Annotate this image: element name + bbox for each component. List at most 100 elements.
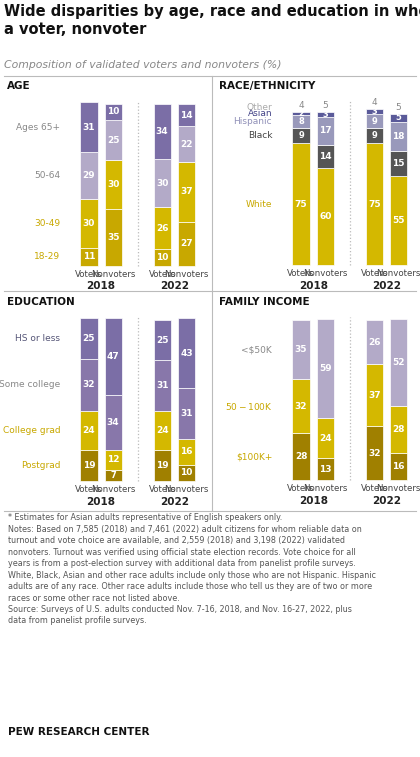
Text: 13: 13 bbox=[319, 465, 331, 474]
Bar bbox=[154, 411, 171, 450]
Text: 15: 15 bbox=[392, 159, 405, 168]
Text: 32: 32 bbox=[368, 449, 381, 458]
Text: 24: 24 bbox=[83, 426, 95, 435]
Text: 16: 16 bbox=[180, 447, 193, 456]
Text: 47: 47 bbox=[107, 352, 120, 361]
Text: HS or less: HS or less bbox=[15, 334, 60, 343]
Text: Nonvoters: Nonvoters bbox=[91, 269, 135, 279]
Text: Voters: Voters bbox=[361, 269, 388, 279]
Text: 5: 5 bbox=[396, 114, 402, 123]
Bar bbox=[105, 318, 122, 394]
Text: Voters: Voters bbox=[361, 484, 388, 494]
Text: 18-29: 18-29 bbox=[34, 252, 60, 261]
Bar bbox=[80, 359, 97, 411]
Text: 35: 35 bbox=[295, 345, 307, 354]
Bar bbox=[366, 109, 383, 114]
Text: AGE: AGE bbox=[7, 81, 31, 91]
Text: College grad: College grad bbox=[3, 426, 60, 435]
Text: 27: 27 bbox=[180, 239, 193, 248]
Text: 2018: 2018 bbox=[299, 497, 328, 506]
Text: Asian: Asian bbox=[248, 109, 272, 118]
Text: 2018: 2018 bbox=[87, 497, 116, 506]
Text: 14: 14 bbox=[180, 111, 193, 120]
Bar bbox=[105, 104, 122, 120]
Text: 34: 34 bbox=[107, 418, 119, 427]
Text: * Estimates for Asian adults representative of English speakers only.
Notes: Bas: * Estimates for Asian adults representat… bbox=[8, 513, 376, 625]
Text: PEW RESEARCH CENTER: PEW RESEARCH CENTER bbox=[8, 727, 150, 737]
Text: 52: 52 bbox=[392, 358, 405, 367]
Text: 5: 5 bbox=[396, 103, 402, 112]
Bar bbox=[178, 126, 195, 162]
Text: Voters: Voters bbox=[75, 269, 102, 279]
Text: Postgrad: Postgrad bbox=[21, 461, 60, 470]
Text: 10: 10 bbox=[107, 107, 119, 117]
Bar bbox=[154, 249, 171, 266]
Bar bbox=[292, 112, 310, 115]
Text: FAMILY INCOME: FAMILY INCOME bbox=[219, 297, 310, 307]
Text: Voters: Voters bbox=[149, 485, 176, 494]
Text: 25: 25 bbox=[107, 136, 119, 145]
Text: Voters: Voters bbox=[287, 484, 315, 494]
Text: 28: 28 bbox=[392, 425, 405, 435]
Text: 2022: 2022 bbox=[160, 497, 189, 506]
Text: 4: 4 bbox=[371, 98, 377, 107]
Bar bbox=[366, 114, 383, 129]
Text: 30: 30 bbox=[156, 179, 168, 188]
Text: Black: Black bbox=[248, 131, 272, 140]
Bar bbox=[105, 120, 122, 160]
Text: 30-49: 30-49 bbox=[34, 219, 60, 228]
Bar bbox=[366, 426, 383, 480]
Bar bbox=[390, 407, 407, 453]
Text: 31: 31 bbox=[83, 123, 95, 132]
Text: Nonvoters: Nonvoters bbox=[376, 484, 420, 494]
Text: 18: 18 bbox=[392, 132, 405, 141]
Text: 4: 4 bbox=[298, 101, 304, 111]
Text: Nonvoters: Nonvoters bbox=[376, 269, 420, 279]
Bar bbox=[292, 379, 310, 433]
Text: 14: 14 bbox=[319, 151, 331, 160]
Bar bbox=[317, 459, 334, 480]
Text: 12: 12 bbox=[107, 456, 119, 464]
Bar bbox=[80, 248, 97, 266]
Text: 2022: 2022 bbox=[160, 281, 189, 291]
Bar bbox=[105, 209, 122, 266]
Text: 9: 9 bbox=[371, 131, 377, 140]
Text: 2018: 2018 bbox=[299, 281, 328, 291]
Text: 5: 5 bbox=[323, 101, 328, 111]
Bar bbox=[317, 145, 334, 167]
Text: 30: 30 bbox=[107, 180, 119, 189]
Bar bbox=[292, 320, 310, 379]
Bar bbox=[105, 394, 122, 450]
Text: 11: 11 bbox=[83, 252, 95, 261]
Bar bbox=[105, 450, 122, 469]
Bar bbox=[80, 450, 97, 481]
Text: EDUCATION: EDUCATION bbox=[7, 297, 75, 307]
Text: 37: 37 bbox=[368, 391, 381, 400]
Text: Voters: Voters bbox=[149, 269, 176, 279]
Text: Voters: Voters bbox=[287, 269, 315, 279]
Bar bbox=[154, 207, 171, 249]
Text: 2: 2 bbox=[298, 109, 304, 118]
Text: 37: 37 bbox=[180, 188, 193, 196]
Text: 35: 35 bbox=[107, 232, 119, 241]
Text: Some college: Some college bbox=[0, 381, 60, 389]
Bar bbox=[317, 418, 334, 459]
Bar bbox=[178, 104, 195, 126]
Bar bbox=[154, 104, 171, 159]
Text: 2022: 2022 bbox=[372, 497, 401, 506]
Text: 59: 59 bbox=[319, 364, 331, 373]
Text: Ages 65+: Ages 65+ bbox=[16, 123, 60, 132]
Text: 9: 9 bbox=[371, 117, 377, 126]
Text: <$50K: <$50K bbox=[241, 345, 272, 354]
Bar bbox=[366, 129, 383, 143]
Bar bbox=[366, 364, 383, 426]
Bar bbox=[154, 159, 171, 207]
Bar bbox=[105, 160, 122, 209]
Bar bbox=[80, 102, 97, 152]
Bar bbox=[390, 122, 407, 151]
Bar bbox=[317, 319, 334, 418]
Bar bbox=[80, 318, 97, 359]
Text: 25: 25 bbox=[156, 335, 168, 344]
Text: Hispanic: Hispanic bbox=[234, 117, 272, 126]
Bar bbox=[80, 199, 97, 248]
